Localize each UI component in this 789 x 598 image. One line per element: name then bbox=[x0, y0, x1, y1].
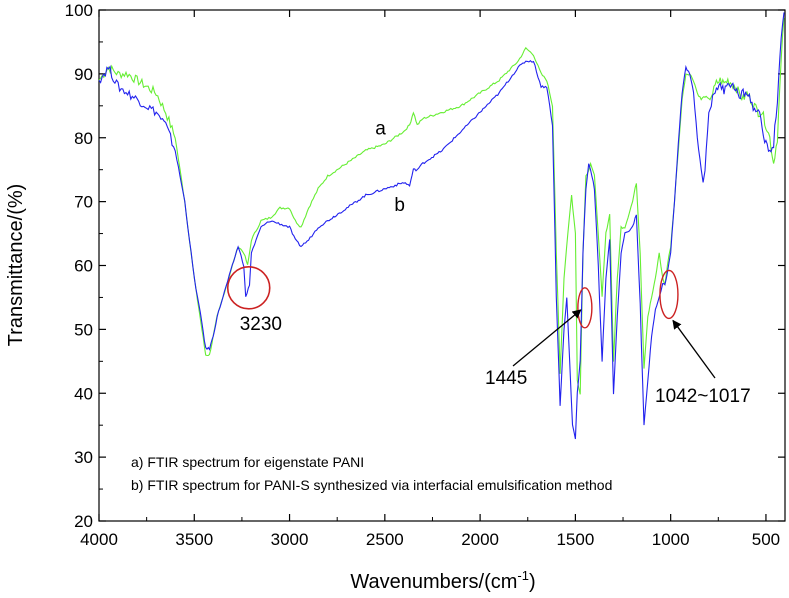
series-layer: ab bbox=[98, 12, 785, 440]
y-tick-label: 90 bbox=[74, 65, 93, 84]
x-tick-label: 2000 bbox=[461, 530, 499, 549]
annotation-label-1445: 1445 bbox=[485, 368, 527, 389]
x-tick-label: 4000 bbox=[80, 530, 118, 549]
y-tick-label: 80 bbox=[74, 129, 93, 148]
x-tick-label: 3000 bbox=[271, 530, 309, 549]
annotation-label-3230: 3230 bbox=[240, 314, 282, 335]
x-tick-label: 1000 bbox=[652, 530, 690, 549]
y-tick-label: 50 bbox=[74, 320, 93, 339]
y-axis-label: Transmittance/(%) bbox=[5, 184, 27, 347]
annotation-layer: 3230 1445 1042~1017 bbox=[226, 266, 751, 407]
plot-frame bbox=[98, 9, 786, 522]
note-line-b: b) FTIR spectrum for PANI-S synthesized … bbox=[131, 477, 612, 493]
annotation-circle-1445 bbox=[577, 287, 593, 329]
annotation-arrow-1042-1017 bbox=[672, 319, 716, 379]
y-tick-label: 60 bbox=[74, 257, 93, 276]
series-b-line bbox=[98, 12, 785, 440]
y-tick-label: 40 bbox=[74, 384, 93, 403]
y-tick-label: 20 bbox=[74, 512, 93, 531]
x-tick-label: 1500 bbox=[556, 530, 594, 549]
x-axis: 4000 3500 3000 2500 2000 1500 1000 500 bbox=[80, 10, 780, 549]
x-tick-label: 3500 bbox=[175, 530, 213, 549]
annotation-circle-1042-1017 bbox=[659, 269, 679, 320]
y-tick-label: 70 bbox=[74, 193, 93, 212]
annotation-label-1042-1017: 1042~1017 bbox=[655, 386, 751, 407]
y-tick-label: 100 bbox=[65, 1, 93, 20]
y-axis: 20 30 40 50 60 70 80 90 100 bbox=[65, 1, 785, 531]
annotation-arrow-1445 bbox=[512, 309, 582, 367]
x-tick-label: 2500 bbox=[366, 530, 404, 549]
series-a-line bbox=[98, 18, 785, 395]
series-label-a: a bbox=[375, 119, 386, 140]
x-axis-label: Wavenumbers/(cm-1) bbox=[350, 568, 535, 593]
y-tick-label: 30 bbox=[74, 448, 93, 467]
note-line-a: a) FTIR spectrum for eigenstate PANI bbox=[131, 454, 364, 470]
x-tick-label: 500 bbox=[752, 530, 780, 549]
series-label-b: b bbox=[394, 195, 405, 216]
annotation-circle-3230 bbox=[226, 266, 271, 310]
